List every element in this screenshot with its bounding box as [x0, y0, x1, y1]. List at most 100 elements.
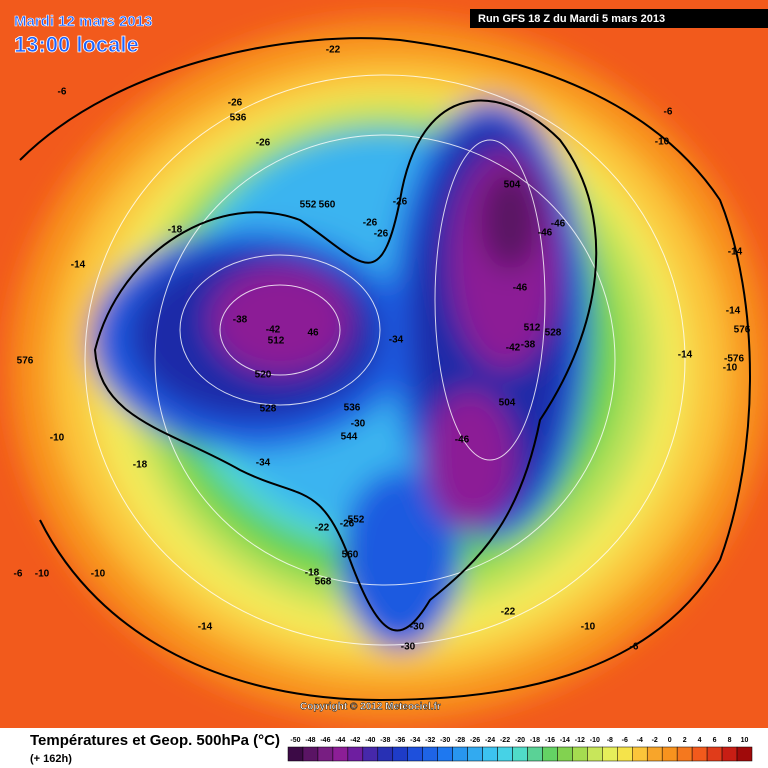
map-label: -6 — [58, 87, 67, 98]
legend-tick: -50 — [290, 737, 300, 744]
legend-swatch — [691, 746, 708, 762]
map-label: -26 — [228, 98, 243, 109]
map-label: 504 — [499, 398, 516, 409]
map-label: -6 — [630, 642, 639, 653]
map-label: 536 — [344, 403, 361, 414]
map-label: -22 — [501, 607, 516, 618]
legend-tick: -28 — [455, 737, 465, 744]
legend-tick: -18 — [530, 737, 540, 744]
legend-swatch — [467, 746, 483, 762]
map-label: -14 — [198, 622, 213, 633]
map-label: -26 — [340, 519, 355, 530]
legend-tick: -32 — [425, 737, 435, 744]
legend-tick: 0 — [668, 737, 672, 744]
legend-swatch — [527, 746, 543, 762]
map-label: -18 — [305, 568, 320, 579]
legend-tick: -34 — [410, 737, 420, 744]
map-label: 568 — [315, 577, 332, 588]
map-label: -30 — [351, 419, 366, 430]
map-label: 560 — [319, 200, 336, 211]
map-label: -6 — [14, 569, 23, 580]
legend-tick: -46 — [320, 737, 330, 744]
map-label: -10 — [91, 569, 106, 580]
legend-swatch — [706, 746, 723, 762]
legend-tick: -24 — [485, 737, 495, 744]
legend-swatch — [317, 746, 334, 762]
legend-tick: -10 — [590, 737, 600, 744]
legend-swatch — [332, 746, 349, 762]
forecast-time: 13:00 locale — [14, 32, 139, 57]
map-label: -10 — [655, 137, 670, 148]
map-label: 512 — [524, 323, 541, 334]
map-label: -38 — [233, 315, 248, 326]
legend-tick: -22 — [500, 737, 510, 744]
map-label: -38 — [521, 340, 536, 351]
legend-swatch — [377, 746, 394, 762]
footer-lead: (+ 162h) — [30, 753, 72, 765]
legend-tick: -16 — [545, 737, 555, 744]
map-label: -42 — [266, 325, 281, 336]
legend-swatch — [602, 746, 618, 762]
legend-swatch — [736, 746, 753, 762]
legend-swatch — [587, 746, 603, 762]
legend-swatch — [572, 746, 588, 762]
legend-tick: -36 — [395, 737, 405, 744]
map-label: 544 — [341, 432, 358, 443]
legend-swatch — [407, 746, 423, 762]
map-label: -30 — [401, 642, 416, 653]
legend-swatch — [617, 746, 633, 762]
map-label: 560 — [342, 550, 359, 561]
map-label: -46 — [513, 283, 528, 294]
map-label: 552 — [348, 515, 365, 526]
legend-tick: 8 — [728, 737, 732, 744]
legend-swatch — [721, 746, 738, 762]
legend-swatch — [422, 746, 438, 762]
copyright: Copyright © 2012 Meteociel.fr — [300, 702, 441, 713]
map-label: 552 — [300, 200, 317, 211]
legend-swatch — [497, 746, 513, 762]
map-label: -6 — [664, 107, 673, 118]
legend-swatch — [542, 746, 558, 762]
color-legend: -50 -48 -46 -44 -42 -40 -38 -36 -34 -32 -30 -28 -26-… — [287, 737, 753, 762]
legend-swatch — [302, 746, 319, 762]
legend-tick: -48 — [305, 737, 315, 744]
map-label: -14 — [728, 247, 743, 258]
map-label: -14 — [726, 306, 741, 317]
map-label: -10 — [723, 363, 738, 374]
map-label: -14 — [678, 350, 693, 361]
map-label: -26 — [363, 218, 378, 229]
legend-swatch — [661, 746, 678, 762]
map-label: -10 — [581, 622, 596, 633]
legend-tick: -30 — [440, 737, 450, 744]
map-label: -46 — [538, 228, 553, 239]
legend-swatch — [557, 746, 573, 762]
legend-swatch — [437, 746, 453, 762]
map-label: 576 — [734, 325, 751, 336]
map-label: -18 — [133, 460, 148, 471]
forecast-date: Mardi 12 mars 2013 — [14, 13, 152, 30]
map-label: -46 — [551, 219, 566, 230]
legend-tick: -40 — [365, 737, 375, 744]
legend-tick: -4 — [637, 737, 643, 744]
map-label: -14 — [71, 260, 86, 271]
map-label: -18 — [168, 225, 183, 236]
legend-swatch — [347, 746, 364, 762]
legend-swatch — [452, 746, 468, 762]
map-label: 576 — [17, 356, 34, 367]
legend-tick: -2 — [652, 737, 658, 744]
map-label: -22 — [315, 523, 330, 534]
legend-swatch — [482, 746, 498, 762]
legend-swatch — [362, 746, 379, 762]
footer-title: Températures et Geop. 500hPa (°C) — [30, 732, 280, 749]
legend-swatch — [287, 746, 304, 762]
map-label: -26 — [256, 138, 271, 149]
temperature-field — [0, 0, 768, 728]
map-label: 536 — [230, 113, 247, 124]
map-label: 46 — [307, 328, 319, 339]
legend-swatch — [646, 746, 663, 762]
legend-tick: -12 — [575, 737, 585, 744]
legend-swatch — [676, 746, 693, 762]
map-label: 520 — [255, 370, 272, 381]
